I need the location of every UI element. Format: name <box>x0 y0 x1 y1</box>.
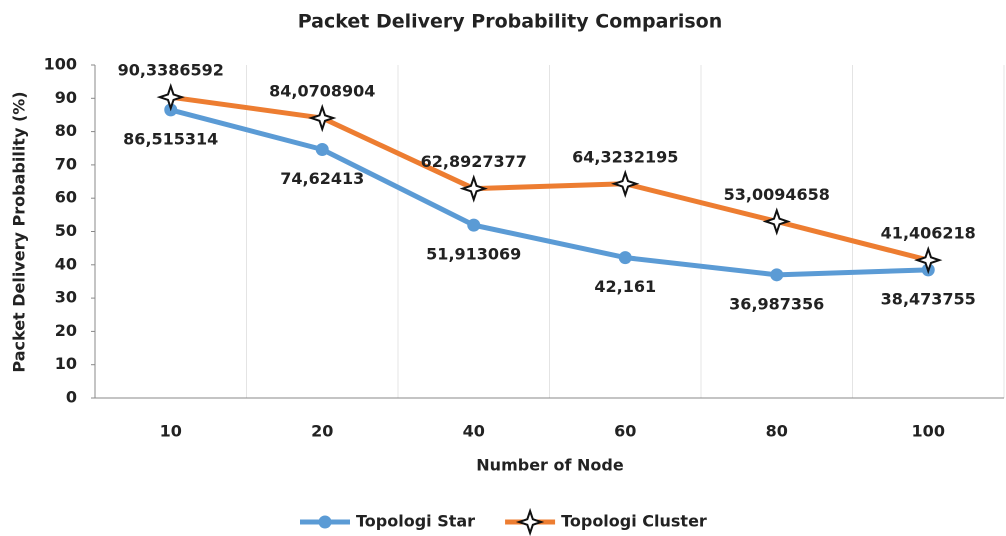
point <box>770 268 784 282</box>
series-line <box>170 107 929 278</box>
y-tick-label: 80 <box>55 121 77 140</box>
legend-marker <box>318 515 332 529</box>
data-label: 51,913069 <box>426 245 521 264</box>
chart-title: Packet Delivery Probability Comparison <box>298 11 723 33</box>
y-tick-label: 20 <box>55 321 77 340</box>
y-tick-label: 30 <box>55 288 77 307</box>
data-label: 41,406218 <box>881 224 976 243</box>
x-tick-label: 60 <box>614 422 636 441</box>
data-label: 38,473755 <box>881 289 976 308</box>
point <box>315 143 329 157</box>
legend-label: Topologi Star <box>356 512 475 531</box>
data-label: 90,3386592 <box>118 61 224 80</box>
legend-label: Topologi Cluster <box>561 512 707 531</box>
data-label: 64,3232195 <box>572 147 678 166</box>
x-axis-label: Number of Node <box>476 456 624 475</box>
series-line <box>170 94 929 263</box>
point <box>914 245 943 275</box>
x-tick-label: 40 <box>463 422 485 441</box>
data-label: 84,0708904 <box>269 82 375 101</box>
data-label: 42,161 <box>594 277 656 296</box>
data-label: 62,8927377 <box>421 152 527 171</box>
y-tick-label: 70 <box>55 154 77 173</box>
data-label: 53,0094658 <box>724 185 830 204</box>
y-axis-label: Packet Delivery Probability (%) <box>10 91 29 372</box>
legend-marker <box>515 507 545 536</box>
y-tick-label: 0 <box>66 388 77 407</box>
y-tick-label: 90 <box>55 88 77 107</box>
y-tick-label: 10 <box>55 354 77 373</box>
point <box>762 207 791 236</box>
point <box>611 169 640 198</box>
point <box>467 218 481 232</box>
x-tick-label: 20 <box>311 422 333 441</box>
y-tick-label: 100 <box>44 55 77 74</box>
data-label: 36,987356 <box>729 294 824 313</box>
point <box>459 174 488 203</box>
x-tick-label: 100 <box>912 422 945 441</box>
data-label: 74,62413 <box>280 169 364 188</box>
data-label: 86,515314 <box>123 129 218 148</box>
y-tick-label: 40 <box>55 254 77 273</box>
x-tick-label: 80 <box>766 422 788 441</box>
x-tick-label: 10 <box>160 422 182 441</box>
point <box>618 251 632 265</box>
y-tick-label: 60 <box>55 188 77 207</box>
y-tick-label: 50 <box>55 221 77 240</box>
point <box>156 83 185 112</box>
point <box>308 103 337 133</box>
